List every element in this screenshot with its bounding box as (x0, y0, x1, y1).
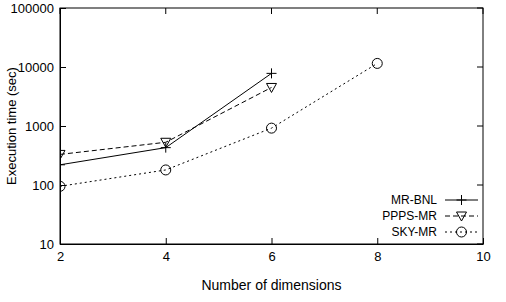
x-tick-label: 4 (163, 249, 170, 264)
y-tick-label: 100000 (11, 1, 54, 16)
series-marker (60, 150, 65, 159)
x-tick-label: 6 (268, 249, 275, 264)
legend: MR-BNL PPPS-MR SKY-MR (382, 193, 478, 239)
y-tick-label: 10000 (18, 60, 54, 75)
x-tick-mark-top (377, 8, 378, 14)
x-axis: 2 4 6 8 10 (57, 238, 491, 264)
series-line (60, 63, 377, 186)
y-tick: 100000 (11, 1, 66, 16)
x-tick: 4 (163, 238, 170, 264)
x-tick-mark (166, 238, 167, 244)
y-tick-label: 10 (40, 237, 54, 252)
legend-marker (457, 227, 467, 237)
legend-label: PPPS-MR (382, 209, 437, 223)
y-tick-label: 100 (32, 178, 54, 193)
y-tick-mark (60, 67, 66, 68)
legend-marker (457, 212, 467, 221)
x-tick-mark-top (271, 8, 272, 14)
y-tick-mark (60, 126, 66, 127)
y-tick: 10 (40, 237, 66, 252)
y-tick-mark-right (477, 8, 483, 9)
x-axis-title: Number of dimensions (201, 277, 341, 293)
series-marker (60, 181, 65, 191)
y-axis-title: Execution time (sec) (4, 67, 19, 185)
x-tick: 8 (374, 238, 381, 264)
x-tick-label: 2 (57, 249, 64, 264)
x-tick-label: 10 (476, 249, 490, 264)
y-tick-mark-right (477, 244, 483, 245)
series-marker (161, 165, 171, 175)
plot-frame (60, 8, 483, 244)
series-marker (60, 160, 65, 170)
plot-area (60, 58, 382, 191)
series-marker (267, 123, 277, 133)
y-tick-mark-right (477, 185, 483, 186)
series-marker (267, 68, 277, 78)
legend-marker (457, 195, 467, 205)
x-tick-mark (377, 238, 378, 244)
y-tick-label: 1000 (25, 119, 54, 134)
y-tick: 10000 (18, 60, 66, 75)
x-axis-line (61, 244, 484, 245)
series-marker (372, 58, 382, 68)
x-tick-label: 8 (374, 249, 381, 264)
series-marker (267, 83, 277, 92)
x-tick-mark-top (60, 8, 61, 14)
y-tick-mark (60, 244, 66, 245)
y-tick-mark-right (477, 67, 483, 68)
legend-line (445, 216, 478, 217)
y-tick: 1000 (25, 119, 66, 134)
x-tick-mark (483, 238, 484, 244)
chart: 2 4 6 8 10 10 100 1000 10000 100000 Number of dime… (0, 0, 506, 302)
legend-label: MR-BNL (391, 193, 437, 207)
x-tick-mark (272, 238, 273, 244)
series-marker (161, 138, 171, 147)
series-line (60, 87, 272, 154)
legend-label: SKY-MR (391, 225, 437, 239)
x-tick: 6 (268, 238, 275, 264)
legend-line (445, 232, 478, 233)
x-tick-mark-top (165, 8, 166, 14)
y-tick-mark-right (477, 126, 483, 127)
x-tick-mark-top (483, 8, 484, 14)
y-tick-mark (60, 8, 66, 9)
series-line (60, 73, 272, 164)
mirror-ticks (60, 8, 483, 244)
x-tick: 10 (476, 238, 490, 264)
y-tick: 100 (32, 178, 66, 193)
